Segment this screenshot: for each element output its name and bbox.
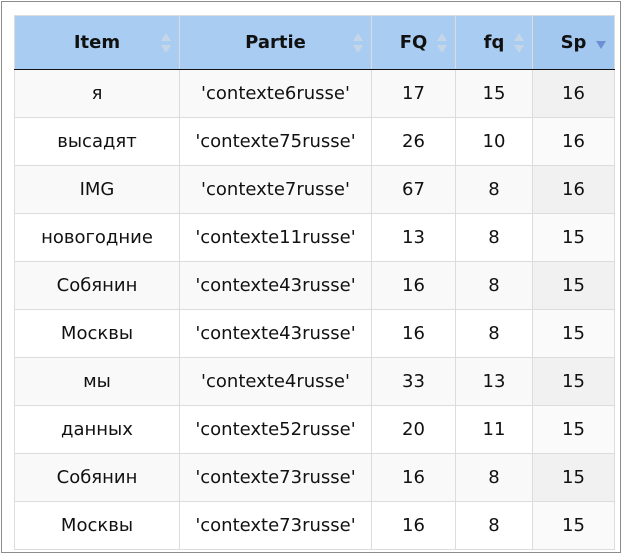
table-row[interactable]: Москвы'contexte43russe' 16 8 15 bbox=[14, 309, 615, 358]
column-header-fq[interactable]: fq bbox=[455, 15, 533, 70]
table-row[interactable]: IMG'contexte7russe' 67 8 16 bbox=[14, 165, 615, 214]
table-cell-Sp: 16 bbox=[532, 69, 615, 118]
table-cell-fq: 8 bbox=[455, 261, 533, 310]
table-cell-item: Собянин bbox=[14, 261, 180, 310]
table-cell-FQ: 17 bbox=[371, 69, 456, 118]
table-row[interactable]: новогодние'contexte11russe' 13 8 15 bbox=[14, 213, 615, 262]
sort-both-icon[interactable] bbox=[353, 32, 363, 54]
column-header-Sp[interactable]: Sp bbox=[532, 15, 615, 70]
sort-both-icon[interactable] bbox=[437, 32, 447, 54]
table-row[interactable]: Собянин'contexte43russe' 16 8 15 bbox=[14, 261, 615, 310]
table-cell-item: Собянин bbox=[14, 453, 180, 502]
table-cell-partie: 'contexte43russe' bbox=[179, 261, 372, 310]
table-cell-fq: 8 bbox=[455, 309, 533, 358]
sort-both-icon[interactable] bbox=[161, 32, 171, 54]
table-cell-item: новогодние bbox=[14, 213, 180, 262]
table-cell-FQ: 16 bbox=[371, 501, 456, 550]
table-cell-FQ: 16 bbox=[371, 261, 456, 310]
table-cell-FQ: 16 bbox=[371, 453, 456, 502]
table-cell-item: IMG bbox=[14, 165, 180, 214]
column-header-label: Partie bbox=[245, 32, 306, 53]
table-cell-Sp: 15 bbox=[532, 453, 615, 502]
column-header-label: FQ bbox=[399, 32, 428, 53]
table-cell-Sp: 15 bbox=[532, 309, 615, 358]
table-cell-item: мы bbox=[14, 357, 180, 406]
table-cell-partie: 'contexte52russe' bbox=[179, 405, 372, 454]
table-cell-FQ: 67 bbox=[371, 165, 456, 214]
table-cell-FQ: 20 bbox=[371, 405, 456, 454]
table-row[interactable]: я'contexte6russe' 17 15 16 bbox=[14, 69, 615, 118]
table-row[interactable]: данных'contexte52russe' 20 11 15 bbox=[14, 405, 615, 454]
header-row: Item Partie bbox=[14, 15, 615, 70]
table-row[interactable]: Собянин'contexte73russe' 16 8 15 bbox=[14, 453, 615, 502]
results-table: Item Partie bbox=[14, 15, 615, 550]
table-cell-Sp: 16 bbox=[532, 165, 615, 214]
table-cell-fq: 13 bbox=[455, 357, 533, 406]
table-cell-partie: 'contexte7russe' bbox=[179, 165, 372, 214]
table-cell-item: Москвы bbox=[14, 309, 180, 358]
table-cell-fq: 8 bbox=[455, 453, 533, 502]
table-row[interactable]: мы'contexte4russe' 33 13 15 bbox=[14, 357, 615, 406]
table-cell-item: я bbox=[14, 69, 180, 118]
table-cell-Sp: 16 bbox=[532, 117, 615, 166]
table-cell-fq: 11 bbox=[455, 405, 533, 454]
table-cell-partie: 'contexte4russe' bbox=[179, 357, 372, 406]
table-cell-item: Москвы bbox=[14, 501, 180, 550]
column-header-partie[interactable]: Partie bbox=[179, 15, 372, 70]
table-cell-fq: 8 bbox=[455, 501, 533, 550]
table-cell-partie: 'contexte11russe' bbox=[179, 213, 372, 262]
table-cell-fq: 8 bbox=[455, 165, 533, 214]
table-cell-FQ: 16 bbox=[371, 309, 456, 358]
table-row[interactable]: высадят'contexte75russe' 26 10 16 bbox=[14, 117, 615, 166]
table-cell-FQ: 13 bbox=[371, 213, 456, 262]
sort-both-icon[interactable] bbox=[514, 32, 524, 54]
table-cell-partie: 'contexte75russe' bbox=[179, 117, 372, 166]
table-body: я'contexte6russe' 17 15 16 высадят'contexte7… bbox=[14, 69, 615, 550]
table-cell-partie: 'contexte43russe' bbox=[179, 309, 372, 358]
table-row[interactable]: Москвы'contexte73russe' 16 8 15 bbox=[14, 501, 615, 550]
table-cell-Sp: 15 bbox=[532, 213, 615, 262]
table-cell-Sp: 15 bbox=[532, 501, 615, 550]
table-cell-FQ: 26 bbox=[371, 117, 456, 166]
sort-descending-icon[interactable] bbox=[596, 32, 606, 54]
column-header-label: Item bbox=[73, 32, 121, 53]
column-header-FQ[interactable]: FQ bbox=[371, 15, 456, 70]
table-cell-fq: 10 bbox=[455, 117, 533, 166]
table-cell-Sp: 15 bbox=[532, 357, 615, 406]
column-header-item[interactable]: Item bbox=[14, 15, 180, 70]
table-cell-Sp: 15 bbox=[532, 405, 615, 454]
table-cell-partie: 'contexte73russe' bbox=[179, 501, 372, 550]
table-cell-Sp: 15 bbox=[532, 261, 615, 310]
table-cell-FQ: 33 bbox=[371, 357, 456, 406]
table-cell-item: данных bbox=[14, 405, 180, 454]
column-header-label: fq bbox=[483, 32, 505, 53]
table-cell-item: высадят bbox=[14, 117, 180, 166]
table-cell-partie: 'contexte73russe' bbox=[179, 453, 372, 502]
table-cell-fq: 15 bbox=[455, 69, 533, 118]
column-header-label: Sp bbox=[560, 32, 587, 53]
table-cell-fq: 8 bbox=[455, 213, 533, 262]
table-cell-partie: 'contexte6russe' bbox=[179, 69, 372, 118]
